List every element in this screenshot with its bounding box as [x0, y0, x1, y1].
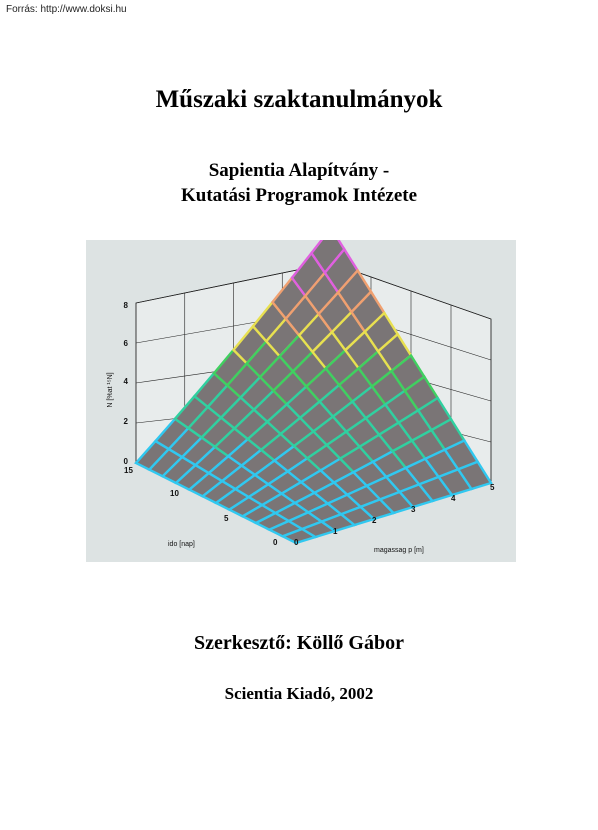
organization-line-1: Sapientia Alapítvány - — [208, 160, 390, 181]
z-axis-label: N [%at ¹⁵N] — [107, 372, 114, 407]
x-tick: 3 — [411, 505, 416, 514]
y-tick: 10 — [170, 489, 179, 498]
z-tick: 0 — [124, 457, 129, 466]
organization-line-2: Kutatási Programok Intézete — [180, 185, 418, 206]
y-axis-label: ido [nap] — [168, 541, 195, 548]
z-tick: 6 — [124, 339, 129, 348]
y-tick: 0 — [273, 538, 278, 547]
x-tick: 1 — [333, 527, 338, 536]
z-tick: 2 — [124, 417, 129, 426]
z-tick: 4 — [124, 377, 129, 386]
x-tick: 0 — [294, 538, 299, 547]
x-tick: 2 — [372, 516, 377, 525]
y-tick: 5 — [224, 514, 229, 523]
surface-plot-figure: N [%at ¹⁵N] 0 2 4 6 8 15 10 5 0 ido [nap… — [86, 240, 516, 562]
x-axis-label: magassag p [m] — [374, 547, 424, 554]
z-tick: 8 — [124, 301, 129, 310]
publisher-line: Scientia Kiadó, 2002 — [224, 684, 374, 703]
surface-plot: N [%at ¹⁵N] 0 2 4 6 8 15 10 5 0 ido [nap… — [107, 240, 495, 554]
y-tick: 15 — [124, 466, 133, 475]
x-tick: 5 — [490, 483, 495, 492]
surface-cell — [456, 460, 493, 491]
document-title: Műszaki szaktanulmányok — [155, 86, 443, 113]
surface-mesh — [134, 240, 493, 545]
editor-credit: Szerkesztő: Köllő Gábor — [194, 632, 404, 654]
x-tick: 4 — [451, 494, 456, 503]
source-note: Forrás: http://www.doksi.hu — [6, 4, 127, 15]
